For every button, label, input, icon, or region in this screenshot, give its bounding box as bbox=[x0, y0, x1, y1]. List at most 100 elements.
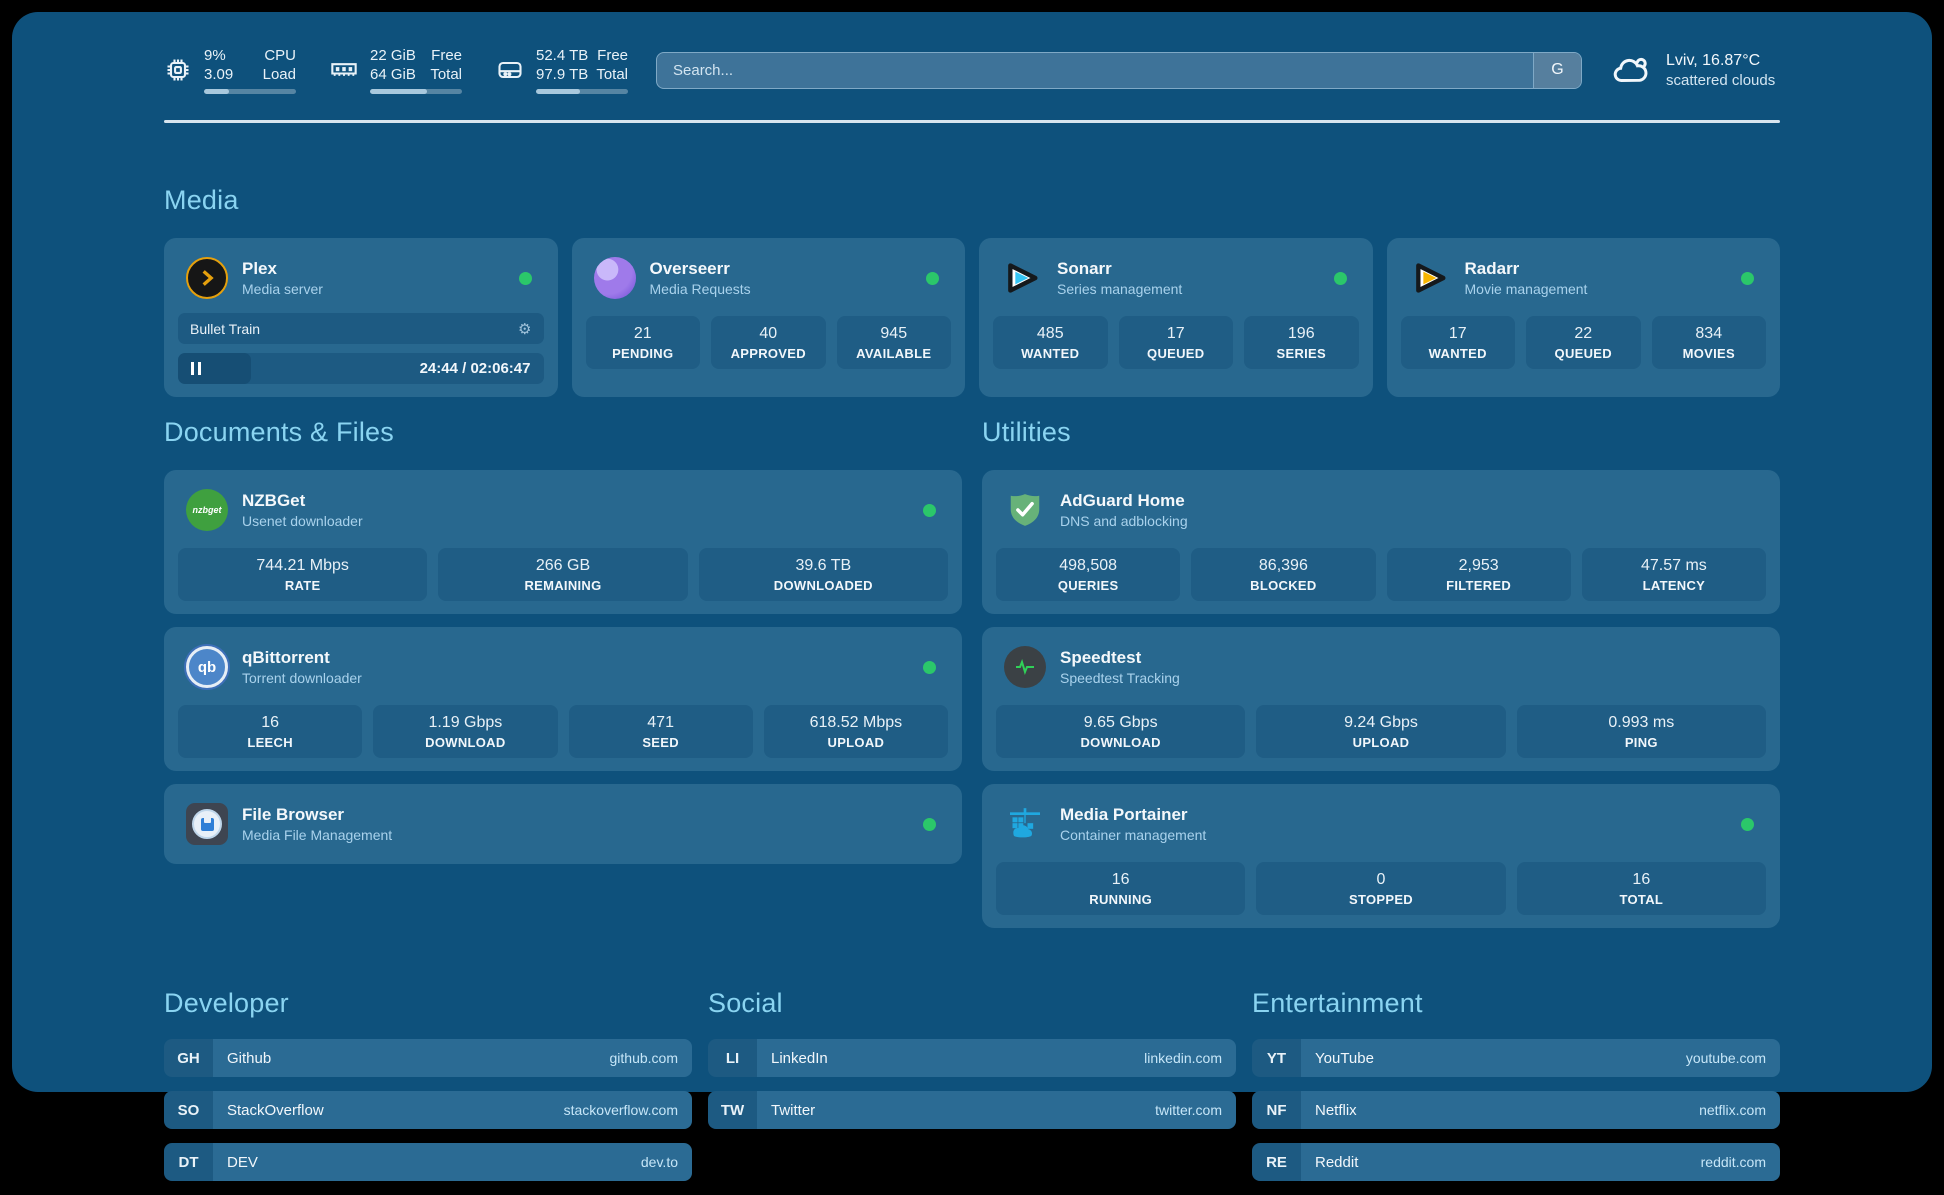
bookmark-abbr: LI bbox=[708, 1039, 757, 1077]
storage-stat: 52.4 TB 97.9 TB Free Total bbox=[496, 46, 628, 94]
weather-widget: Lviv, 16.87°C scattered clouds bbox=[1610, 49, 1780, 91]
app-subtitle: Speedtest Tracking bbox=[1060, 670, 1180, 686]
bookmark-group-developer: Developer GH Github github.com SO StackO… bbox=[164, 988, 692, 1195]
bookmark-stackoverflow[interactable]: SO StackOverflow stackoverflow.com bbox=[164, 1091, 692, 1129]
bookmark-dev[interactable]: DT DEV dev.to bbox=[164, 1143, 692, 1181]
app-name: Plex bbox=[242, 259, 323, 279]
bookmark-group-social: Social LI LinkedIn linkedin.com TW Twitt… bbox=[708, 988, 1236, 1195]
stat-cell: 16 RUNNING bbox=[996, 862, 1245, 915]
cpu-load: 3.09 bbox=[204, 66, 233, 83]
gear-icon[interactable]: ⚙ bbox=[518, 320, 531, 338]
cpu-label-bottom: Load bbox=[263, 66, 296, 83]
disk-free: 52.4 TB bbox=[536, 47, 588, 64]
bookmark-reddit[interactable]: RE Reddit reddit.com bbox=[1252, 1143, 1780, 1181]
section-title-social: Social bbox=[708, 988, 1236, 1019]
bookmark-name: YouTube bbox=[1315, 1050, 1374, 1067]
search-input[interactable] bbox=[657, 53, 1533, 88]
app-card-radarr[interactable]: Radarr Movie management 17 WANTED 22 QUE… bbox=[1387, 238, 1781, 397]
memory-progress-bar bbox=[370, 89, 462, 94]
adguard-icon bbox=[1004, 489, 1046, 531]
stat-cell: 196 SERIES bbox=[1244, 316, 1359, 369]
disk-icon bbox=[496, 56, 524, 84]
app-subtitle: Torrent downloader bbox=[242, 670, 362, 686]
bookmark-twitter[interactable]: TW Twitter twitter.com bbox=[708, 1091, 1236, 1129]
bookmark-netflix[interactable]: NF Netflix netflix.com bbox=[1252, 1091, 1780, 1129]
bookmark-linkedin[interactable]: LI LinkedIn linkedin.com bbox=[708, 1039, 1236, 1077]
bookmark-abbr: SO bbox=[164, 1091, 213, 1129]
portainer-icon bbox=[1004, 803, 1046, 845]
section-title-developer: Developer bbox=[164, 988, 692, 1019]
stat-cell: 0.993 ms PING bbox=[1517, 705, 1766, 758]
section-title-media: Media bbox=[164, 185, 1780, 216]
bookmark-abbr: YT bbox=[1252, 1039, 1301, 1077]
system-stats: 9% 3.09 CPU Load 22 GiB bbox=[164, 46, 628, 94]
cpu-percent: 9% bbox=[204, 47, 226, 64]
bookmark-url: linkedin.com bbox=[1144, 1050, 1222, 1066]
stat-cell: 945 AVAILABLE bbox=[837, 316, 952, 369]
app-card-nzbget[interactable]: nzbget NZBGet Usenet downloader 744.21 M… bbox=[164, 470, 962, 614]
stat-cell: 9.65 Gbps DOWNLOAD bbox=[996, 705, 1245, 758]
bookmark-name: StackOverflow bbox=[227, 1102, 324, 1119]
app-card-speedtest[interactable]: Speedtest Speedtest Tracking 9.65 Gbps D… bbox=[982, 627, 1780, 771]
app-name: qBittorrent bbox=[242, 648, 362, 668]
stat-cell: 17 WANTED bbox=[1401, 316, 1516, 369]
stat-cell: 9.24 Gbps UPLOAD bbox=[1256, 705, 1505, 758]
status-dot bbox=[1741, 818, 1754, 831]
stat-cell: 40 APPROVED bbox=[711, 316, 826, 369]
stat-cell: 0 STOPPED bbox=[1256, 862, 1505, 915]
status-dot bbox=[923, 504, 936, 517]
app-card-overseerr[interactable]: Overseerr Media Requests 21 PENDING 40 A… bbox=[572, 238, 966, 397]
playback-progress: 24:44 / 02:06:47 bbox=[178, 353, 544, 384]
disk-total: 97.9 TB bbox=[536, 66, 588, 83]
status-dot bbox=[923, 661, 936, 674]
status-dot bbox=[1334, 272, 1347, 285]
status-dot bbox=[519, 272, 532, 285]
playback-time: 24:44 / 02:06:47 bbox=[420, 360, 531, 377]
stat-cell: 86,396 BLOCKED bbox=[1191, 548, 1375, 601]
bookmark-youtube[interactable]: YT YouTube youtube.com bbox=[1252, 1039, 1780, 1077]
plex-icon bbox=[186, 257, 228, 299]
app-card-filebrowser[interactable]: File Browser Media File Management bbox=[164, 784, 962, 864]
overseerr-icon bbox=[594, 257, 636, 299]
stat-cell: 22 QUEUED bbox=[1526, 316, 1641, 369]
radarr-icon bbox=[1409, 257, 1451, 299]
bookmark-url: github.com bbox=[610, 1050, 678, 1066]
app-card-sonarr[interactable]: Sonarr Series management 485 WANTED 17 Q… bbox=[979, 238, 1373, 397]
app-card-qbittorrent[interactable]: qb qBittorrent Torrent downloader 16 LEE… bbox=[164, 627, 962, 771]
app-subtitle: Usenet downloader bbox=[242, 513, 363, 529]
stat-cell: 47.57 ms LATENCY bbox=[1582, 548, 1766, 601]
app-card-adguard[interactable]: AdGuard Home DNS and adblocking 498,508 … bbox=[982, 470, 1780, 614]
bookmark-group-entertainment: Entertainment YT YouTube youtube.com NF … bbox=[1252, 988, 1780, 1195]
search-box: G bbox=[656, 52, 1582, 89]
bookmark-name: Github bbox=[227, 1050, 271, 1067]
sonarr-icon bbox=[1001, 257, 1043, 299]
stat-cell: 17 QUEUED bbox=[1119, 316, 1234, 369]
search-engine-button[interactable]: G bbox=[1533, 53, 1581, 88]
mem-free: 22 GiB bbox=[370, 47, 416, 64]
weather-location: Lviv, 16.87°C bbox=[1666, 52, 1775, 70]
app-name: Sonarr bbox=[1057, 259, 1182, 279]
bookmark-url: dev.to bbox=[641, 1154, 678, 1170]
app-subtitle: Media Requests bbox=[650, 281, 751, 297]
stat-cell: 498,508 QUERIES bbox=[996, 548, 1180, 601]
pause-icon[interactable] bbox=[191, 362, 201, 375]
cpu-icon bbox=[164, 56, 192, 84]
bookmark-name: Reddit bbox=[1315, 1154, 1358, 1171]
app-card-plex[interactable]: Plex Media server Bullet Train ⚙ 24:44 /… bbox=[164, 238, 558, 397]
section-title-entertainment: Entertainment bbox=[1252, 988, 1780, 1019]
bookmark-github[interactable]: GH Github github.com bbox=[164, 1039, 692, 1077]
app-card-portainer[interactable]: Media Portainer Container management 16 … bbox=[982, 784, 1780, 928]
cpu-label-top: CPU bbox=[264, 47, 296, 64]
app-name: Overseerr bbox=[650, 259, 751, 279]
bookmark-abbr: RE bbox=[1252, 1143, 1301, 1181]
app-name: Media Portainer bbox=[1060, 805, 1206, 825]
storage-progress-bar bbox=[536, 89, 628, 94]
mem-total: 64 GiB bbox=[370, 66, 416, 83]
app-subtitle: DNS and adblocking bbox=[1060, 513, 1188, 529]
stat-cell: 266 GB REMAINING bbox=[438, 548, 687, 601]
app-name: NZBGet bbox=[242, 491, 363, 511]
bookmark-name: Twitter bbox=[771, 1102, 815, 1119]
app-subtitle: Media server bbox=[242, 281, 323, 297]
app-name: Speedtest bbox=[1060, 648, 1180, 668]
stat-cell: 834 MOVIES bbox=[1652, 316, 1767, 369]
